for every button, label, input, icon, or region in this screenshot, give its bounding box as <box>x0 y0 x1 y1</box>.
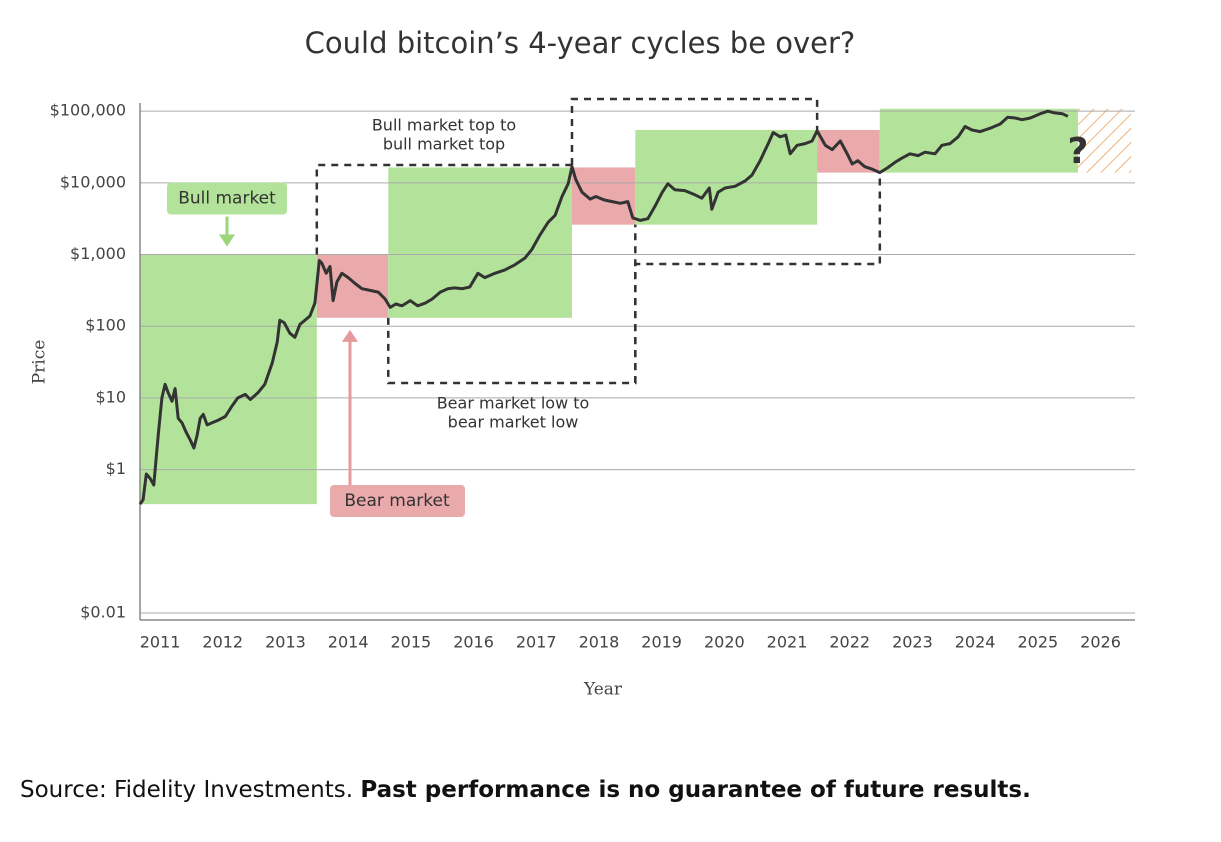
cycle-region <box>571 167 636 225</box>
chart-title: Could bitcoin’s 4-year cycles be over? <box>305 26 856 60</box>
y-tick-label: $10,000 <box>60 172 126 191</box>
price-line <box>138 109 1069 505</box>
x-tick-label: 2011 <box>140 633 181 652</box>
y-tick-label: $100,000 <box>50 101 126 120</box>
x-tick-label: 2022 <box>829 633 870 652</box>
bull-label: Bull market <box>178 189 276 209</box>
y-axis-label: Price <box>30 340 50 385</box>
forecast-region <box>1077 108 1132 173</box>
source: Source: Fidelity Investments. <box>20 777 353 803</box>
x-tick-label: 2018 <box>579 633 620 652</box>
cycle-region <box>140 254 317 505</box>
x-tick-label: 2019 <box>641 633 682 652</box>
low-to-low-label: Bear market low to <box>437 394 590 413</box>
forecast-question: ? <box>1068 131 1089 172</box>
x-tick-label: 2024 <box>955 633 996 652</box>
y-tick-label: $1,000 <box>70 244 126 263</box>
x-tick-label: 2025 <box>1017 633 1058 652</box>
y-tick-label: $100 <box>85 316 126 335</box>
y-tick-label: $10 <box>95 387 126 406</box>
low-to-low-label: bear market low <box>448 413 579 432</box>
bear-label-box <box>330 485 465 517</box>
bear-label: Bear market <box>344 491 450 511</box>
x-axis-label: Year <box>583 680 623 700</box>
disclaimer: Past performance is no guarantee of futu… <box>360 777 1031 803</box>
x-tick-label: 2020 <box>704 633 745 652</box>
bull-arrow-head <box>219 234 235 247</box>
cycle-region <box>817 129 880 173</box>
x-tick-label: 2016 <box>453 633 494 652</box>
cycle-region <box>635 129 818 225</box>
cycle-region <box>388 167 572 318</box>
y-tick-label: $1 <box>106 459 126 478</box>
top-to-top-box <box>570 97 819 165</box>
top-to-top-label: bull market top <box>383 135 505 154</box>
x-tick-label: 2015 <box>390 633 431 652</box>
x-tick-label: 2026 <box>1080 633 1121 652</box>
cycle-region <box>879 108 1078 173</box>
x-tick-label: 2023 <box>892 633 933 652</box>
cycle-region <box>316 254 389 318</box>
source-note: Source: Fidelity Investments. Past perfo… <box>20 777 1031 803</box>
x-tick-label: 2013 <box>265 633 306 652</box>
x-tick-label: 2012 <box>202 633 243 652</box>
x-tick-label: 2017 <box>516 633 557 652</box>
bull-label-box <box>167 182 287 215</box>
bear-arrow-head <box>342 329 358 342</box>
x-tick-label: 2014 <box>328 633 369 652</box>
y-tick-label: $0.01 <box>80 603 126 622</box>
top-to-top-label: Bull market top to <box>372 116 516 135</box>
low-to-low-box <box>634 172 882 383</box>
x-tick-label: 2021 <box>767 633 808 652</box>
